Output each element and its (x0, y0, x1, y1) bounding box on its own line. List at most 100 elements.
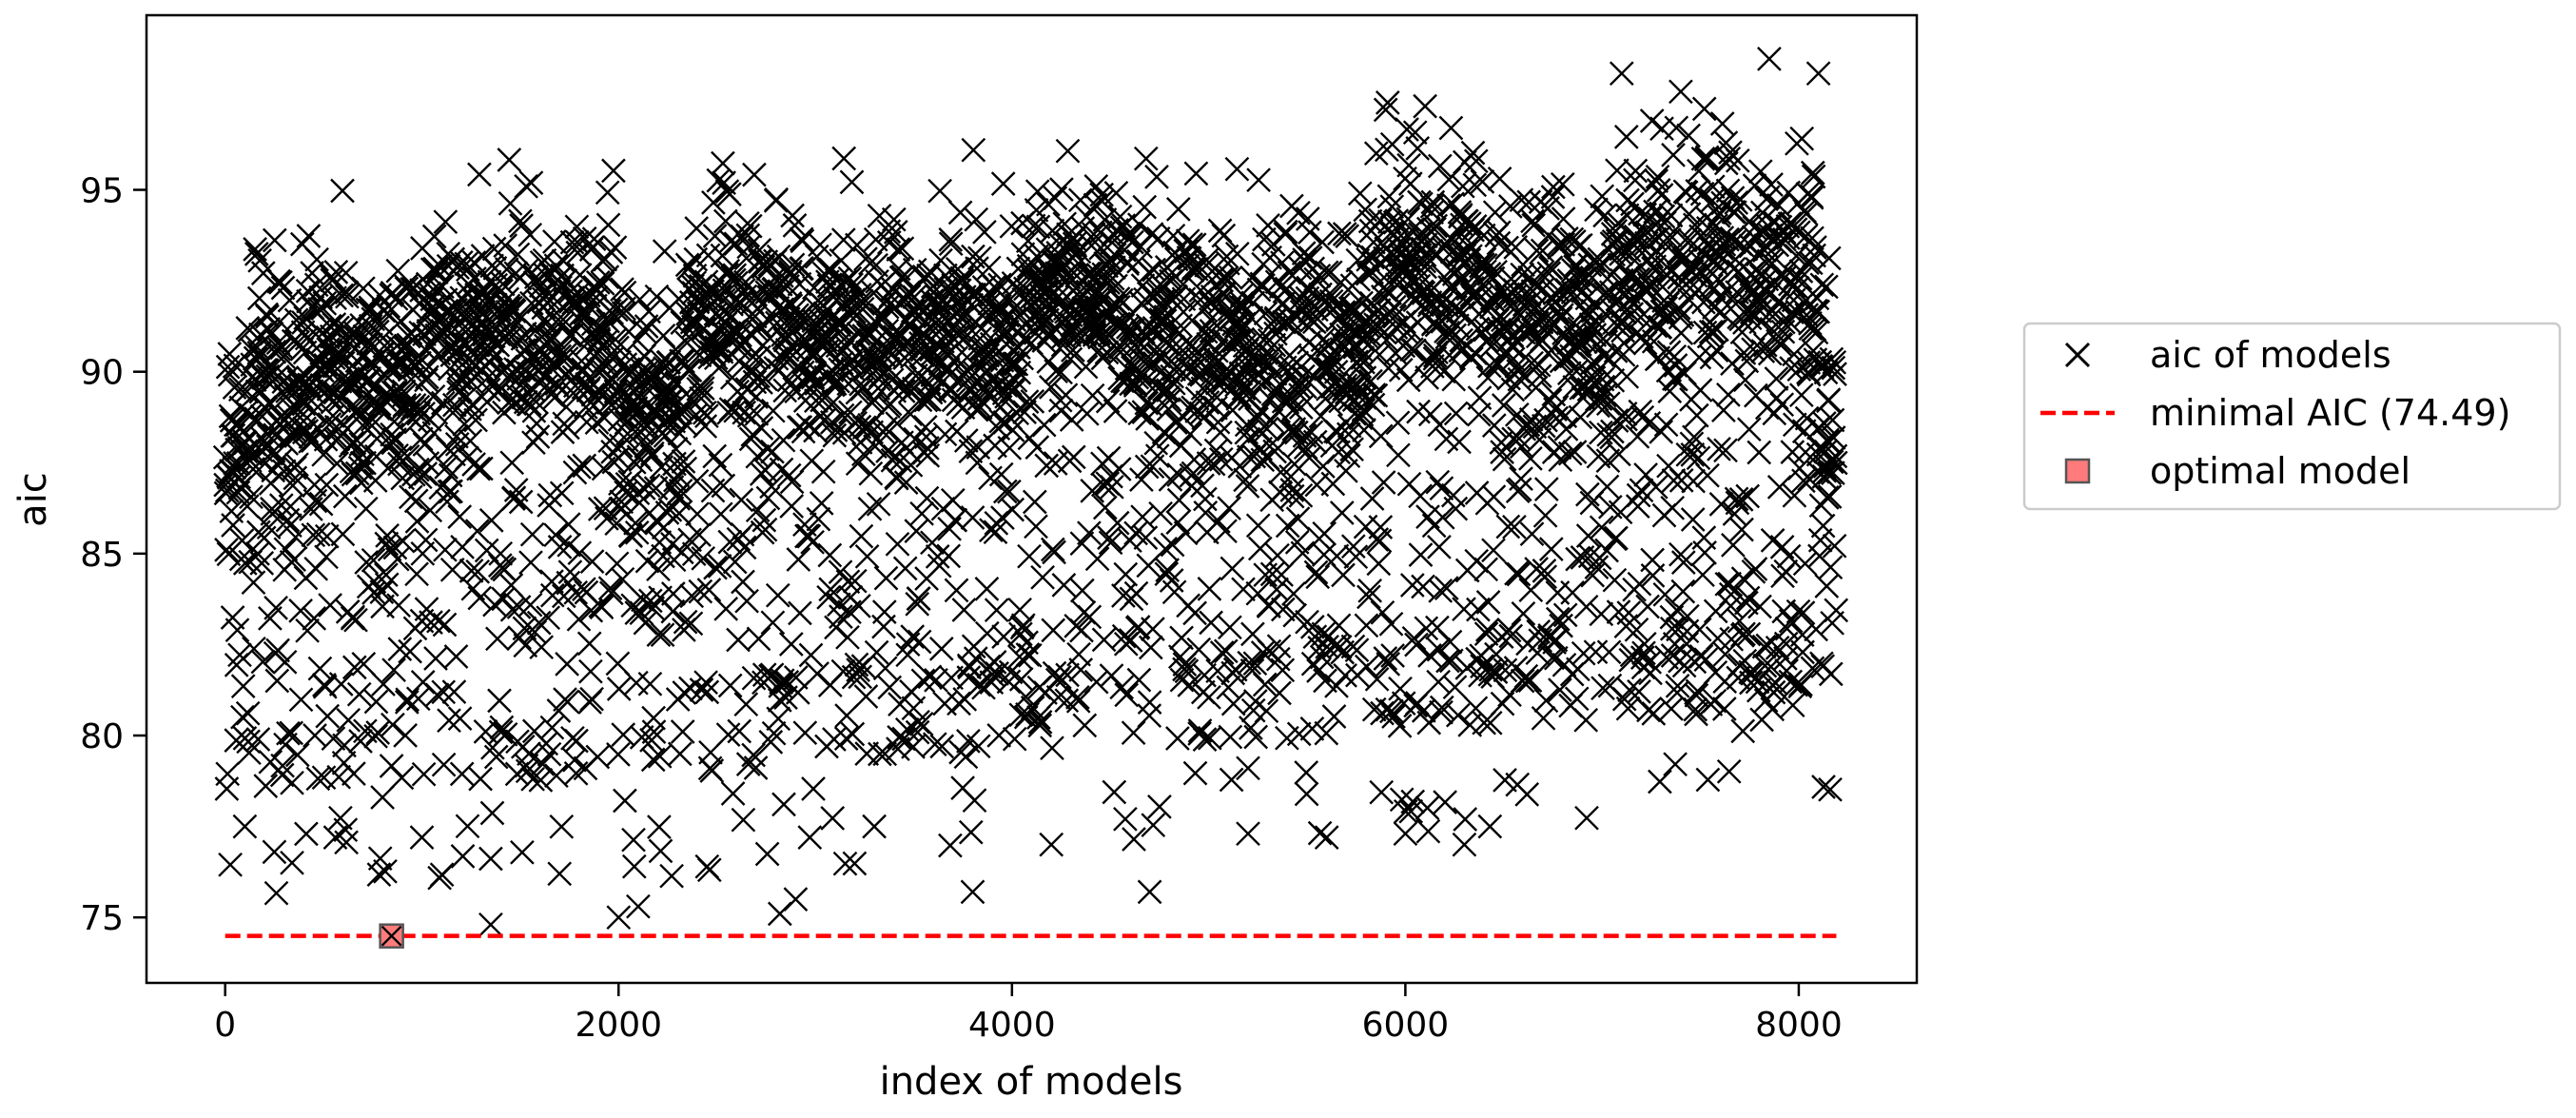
data-point (765, 582, 790, 608)
data-point (371, 672, 396, 696)
data-point (1169, 667, 1195, 693)
data-point (1126, 667, 1152, 693)
y-axis: 75 80 85 90 95 (80, 172, 146, 938)
data-point (263, 596, 288, 620)
data-point (1532, 413, 1556, 439)
data-point (1532, 502, 1558, 528)
data-point (1437, 275, 1462, 300)
data-point (635, 473, 661, 499)
data-point (1250, 640, 1276, 665)
data-point (1521, 212, 1547, 238)
data-point (833, 726, 859, 751)
data-point (713, 597, 739, 621)
data-point (1572, 265, 1597, 290)
data-point (1349, 290, 1374, 316)
data-point (1092, 495, 1118, 520)
data-point (1024, 514, 1048, 539)
data-point (986, 372, 1012, 398)
data-point (321, 726, 346, 752)
data-point (776, 462, 802, 488)
data-point (636, 299, 661, 324)
data-point (1503, 235, 1529, 260)
data-point (1063, 254, 1088, 280)
data-point (1314, 720, 1339, 746)
data-point (854, 543, 880, 569)
data-point (939, 665, 964, 691)
data-point (602, 235, 628, 260)
data-point (1074, 401, 1100, 426)
data-point (1573, 594, 1599, 619)
data-point (1153, 536, 1178, 561)
data-point (849, 371, 873, 397)
data-point (1182, 600, 1207, 626)
data-point (1594, 538, 1619, 563)
data-point (1540, 185, 1566, 209)
data-point (1025, 214, 1051, 240)
data-point (910, 668, 936, 694)
data-point (846, 322, 871, 346)
data-point (637, 671, 663, 696)
data-point (1197, 725, 1222, 751)
data-point (822, 727, 847, 752)
data-point (1297, 445, 1322, 470)
data-point (842, 851, 868, 876)
data-point (1045, 684, 1071, 710)
data-point (1360, 392, 1386, 418)
data-point (947, 200, 973, 226)
data-point (1129, 467, 1154, 492)
data-point (374, 572, 400, 598)
data-point (786, 547, 811, 572)
data-point (699, 758, 725, 783)
data-point (1208, 420, 1233, 445)
data-point (834, 703, 859, 728)
data-point (746, 626, 771, 652)
data-point (1600, 367, 1626, 393)
data-point (1288, 482, 1314, 508)
data-point (231, 472, 257, 498)
data-point (1584, 555, 1610, 579)
data-point (965, 396, 990, 422)
data-point (783, 665, 809, 690)
data-point (1147, 794, 1172, 819)
data-point (1299, 615, 1325, 639)
data-point (273, 537, 299, 562)
data-point (1378, 611, 1404, 637)
data-point (927, 178, 952, 204)
data-point (958, 439, 984, 464)
data-point (863, 434, 888, 459)
data-point (925, 544, 950, 569)
data-point (264, 668, 290, 694)
data-point (788, 600, 812, 626)
data-point (1267, 680, 1292, 706)
data-point (1281, 581, 1306, 606)
data-point (1264, 577, 1289, 602)
data-point (1106, 457, 1132, 481)
data-point (967, 395, 993, 421)
data-point (1514, 782, 1540, 807)
data-point (1427, 412, 1453, 438)
data-point (1609, 242, 1633, 266)
data-point (639, 443, 665, 469)
data-point (622, 376, 648, 402)
data-point (1139, 222, 1164, 246)
data-point (646, 622, 672, 647)
data-point (1595, 448, 1621, 474)
data-point (342, 655, 367, 680)
data-point (1006, 644, 1032, 670)
data-point (659, 475, 685, 500)
data-point (708, 452, 733, 478)
data-point (603, 326, 628, 352)
data-point (966, 734, 991, 759)
data-point (1115, 249, 1141, 275)
data-point (1443, 401, 1469, 426)
data-point (1042, 539, 1066, 565)
data-point (1326, 613, 1352, 638)
data-point (1596, 639, 1622, 665)
data-point (1627, 679, 1651, 704)
data-point (315, 703, 341, 729)
data-point (1548, 677, 1572, 702)
data-point (723, 398, 748, 423)
data-point (707, 554, 732, 579)
data-point (269, 762, 295, 788)
data-point (1072, 713, 1098, 738)
